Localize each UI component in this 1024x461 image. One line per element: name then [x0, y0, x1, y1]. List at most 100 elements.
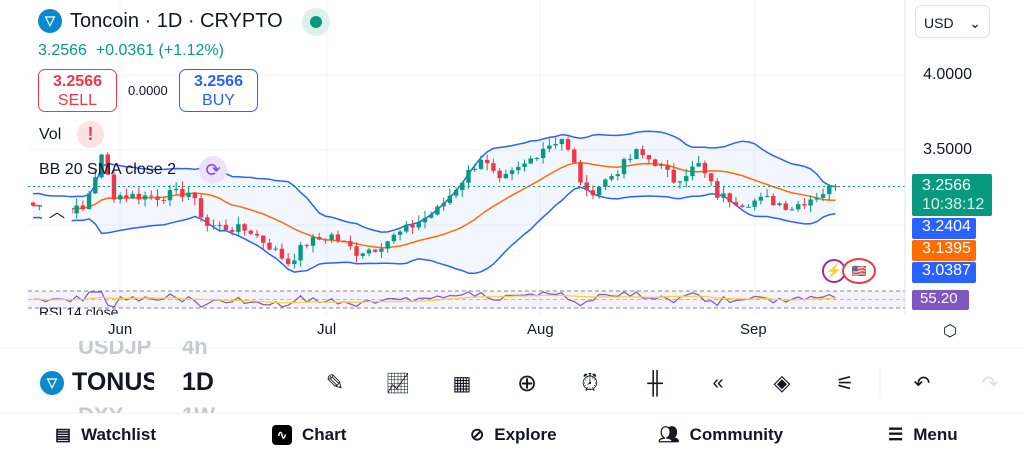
community-icon: 👥︎	[658, 425, 680, 444]
candle-body	[783, 203, 788, 210]
candle-body	[279, 248, 285, 259]
candle-body	[665, 164, 670, 170]
candle-body	[198, 198, 204, 218]
candle-body	[777, 203, 782, 206]
loading-icon[interactable]: ⟳	[199, 156, 227, 184]
candle-body	[292, 260, 297, 265]
candle-body	[105, 154, 110, 175]
nav-chart[interactable]: ∿ Chart	[272, 425, 346, 445]
interval-next[interactable]: 1W	[182, 402, 215, 413]
market-open-status-icon[interactable]	[302, 8, 330, 36]
candle-body	[715, 181, 720, 198]
candle-body	[621, 159, 627, 175]
candle-body	[472, 168, 477, 170]
candles-icon[interactable]: ╫	[647, 370, 663, 395]
candle-body	[167, 190, 173, 201]
candle-body	[491, 163, 496, 171]
error-icon[interactable]: !	[77, 121, 104, 148]
candle-body	[93, 177, 98, 194]
nav-menu[interactable]: ☰ Menu	[888, 425, 958, 444]
symbol-next[interactable]: DXY	[78, 402, 123, 413]
candle-body	[261, 235, 266, 243]
candle-body	[677, 181, 683, 183]
interval-selector[interactable]: 1D	[182, 368, 214, 396]
candle-body	[733, 202, 739, 206]
candle-body	[603, 179, 608, 187]
nav-watchlist[interactable]: ▤ Watchlist	[55, 425, 156, 444]
replay-icon[interactable]: «	[712, 371, 724, 394]
candle-body	[739, 205, 745, 207]
rsi-indicator-label[interactable]: RSI 14 close	[39, 304, 119, 315]
redo-icon[interactable]: ↷	[981, 372, 999, 395]
candle-body	[323, 239, 328, 241]
bb-upper-line	[33, 130, 836, 233]
candle-body	[671, 169, 676, 183]
candle-body	[391, 234, 397, 242]
candle-body	[447, 195, 453, 204]
candle-body	[609, 176, 614, 180]
indicators-icon[interactable]: 📈︎	[385, 372, 411, 395]
candle-body	[820, 194, 826, 198]
candle-body	[74, 205, 79, 214]
templates-grid-icon[interactable]: ▦	[452, 372, 472, 395]
candle-body	[242, 224, 247, 231]
chart-settings-icon[interactable]: ⬡	[943, 323, 957, 340]
candle-body	[634, 149, 639, 160]
price-change: 3.2566 +0.0361 (+1.12%)	[38, 42, 224, 59]
candle-body	[528, 158, 533, 164]
candle-body	[366, 249, 372, 254]
nav-community[interactable]: 👥︎ Community	[658, 425, 784, 444]
drawing-pencil-icon[interactable]: ✎	[325, 370, 345, 395]
candle-body	[509, 170, 515, 175]
candle-body	[379, 248, 384, 252]
candle-body	[559, 139, 565, 144]
candle-body	[827, 185, 832, 195]
interval-prev[interactable]: 4h	[182, 341, 208, 359]
nav-explore[interactable]: ⊘ Explore	[470, 425, 557, 444]
candle-body	[30, 202, 36, 206]
candle-body	[771, 195, 776, 206]
settings-sliders-icon[interactable]: ⚟	[836, 372, 854, 395]
sell-button[interactable]: 3.2566 SELL	[38, 69, 117, 112]
spread-value: 0.0000	[128, 83, 168, 98]
collapse-chevron-icon[interactable]: ︿	[42, 197, 72, 223]
candle-body	[410, 224, 415, 228]
candle-body	[354, 246, 359, 256]
candle-body	[764, 195, 770, 197]
candle-body	[117, 195, 123, 200]
candle-body	[360, 253, 365, 256]
candle-body	[628, 159, 633, 161]
candle-body	[596, 186, 602, 196]
candle-body	[99, 154, 104, 178]
alarm-clock-icon[interactable]: ⏰︎	[581, 370, 599, 395]
toncoin-logo-icon: ▽	[38, 9, 62, 33]
candle-body	[373, 249, 378, 252]
currency-select[interactable]: USD ⌄	[915, 5, 990, 38]
candle-body	[248, 230, 254, 234]
candle-body	[142, 195, 148, 200]
candle-body	[460, 182, 465, 190]
undo-icon[interactable]: ↶	[913, 372, 931, 395]
symbol-title[interactable]: ▽ Toncoin · 1D · CRYPTO	[38, 9, 283, 33]
candle-body	[802, 204, 807, 206]
candle-body	[304, 245, 309, 247]
candle-body	[37, 205, 42, 207]
symbol-selector[interactable]: ▽ TONUS	[40, 368, 154, 397]
layers-icon[interactable]: ◈	[773, 370, 791, 395]
buy-button[interactable]: 3.2566 BUY	[179, 69, 258, 112]
candle-body	[516, 166, 521, 171]
candle-body	[435, 206, 440, 215]
candle-body	[217, 224, 222, 226]
vol-indicator-label[interactable]: Vol	[39, 126, 62, 143]
us-flag-event-icon[interactable]: 🇺🇸	[842, 258, 876, 284]
candle-body	[310, 237, 316, 246]
candle-body	[553, 143, 558, 146]
symbol-prev[interactable]: USDJP	[78, 341, 152, 359]
candle-body	[746, 206, 751, 208]
bb-indicator-label[interactable]: BB 20 SMA close 2	[39, 161, 176, 178]
time-label: Aug	[527, 321, 554, 338]
add-plus-icon[interactable]: ⊕	[516, 369, 538, 397]
candle-body	[229, 229, 235, 232]
bb-lower-line	[33, 186, 836, 275]
